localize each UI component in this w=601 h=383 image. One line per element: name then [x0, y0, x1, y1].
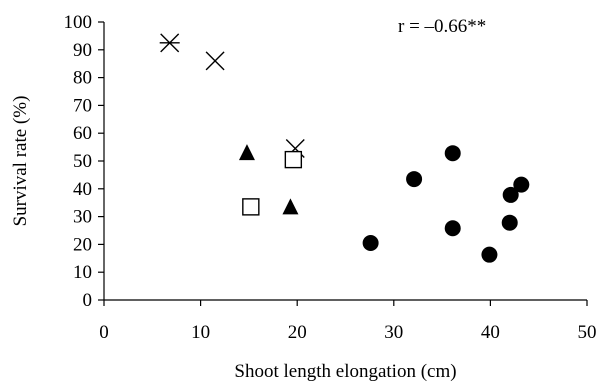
y-tick-label: 80: [73, 68, 92, 89]
circle-point: [501, 214, 518, 231]
axes: [103, 22, 587, 301]
y-tick-label: 70: [73, 95, 92, 116]
y-tick-label: 100: [64, 12, 93, 33]
y-axis-title: Survival rate (%): [10, 96, 31, 227]
triangle-point: [282, 198, 299, 215]
y-ticks: 0 10 20 30 40 50 60 70 80 90 100: [64, 12, 104, 311]
y-tick-label: 30: [73, 207, 92, 228]
correlation-annotation: r = –0.66**: [398, 16, 486, 37]
triangle-point: [238, 144, 255, 161]
x-axis-title: Shoot length elongation (cm): [234, 361, 456, 382]
circle-point: [502, 186, 519, 203]
square-point: [242, 198, 260, 216]
asterisk-point: [159, 33, 180, 53]
y-tick-label: 60: [73, 123, 92, 144]
x-tick-label: 40: [481, 322, 500, 343]
x-ticks: 0 10 20 30 40 50: [99, 300, 597, 343]
circle-point: [513, 176, 530, 193]
circle-point: [406, 171, 423, 188]
circle-point: [481, 246, 498, 263]
y-tick-label: 50: [73, 151, 92, 172]
data-points: [159, 33, 530, 263]
y-tick-label: 90: [73, 40, 92, 61]
y-tick-label: 20: [73, 234, 92, 255]
circle-point: [362, 235, 379, 252]
y-tick-label: 40: [73, 179, 92, 200]
y-tick-label: 0: [83, 290, 93, 311]
x-point: [205, 51, 225, 71]
circle-point: [444, 220, 461, 237]
x-tick-label: 10: [191, 322, 210, 343]
x-tick-label: 50: [578, 322, 597, 343]
square-point: [284, 150, 303, 169]
x-tick-label: 20: [288, 322, 307, 343]
y-tick-label: 10: [73, 262, 92, 283]
x-tick-label: 30: [384, 322, 403, 343]
circle-point: [444, 145, 461, 162]
x-tick-label: 0: [99, 322, 109, 343]
